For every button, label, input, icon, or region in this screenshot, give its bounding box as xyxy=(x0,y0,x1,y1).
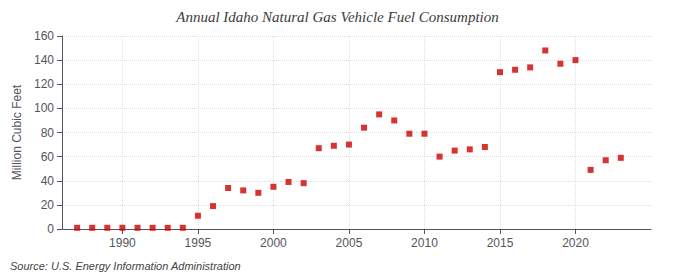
svg-text:2010: 2010 xyxy=(411,236,438,250)
svg-text:140: 140 xyxy=(34,53,54,67)
svg-text:100: 100 xyxy=(34,101,54,115)
svg-text:1995: 1995 xyxy=(185,236,212,250)
svg-text:Source: U.S. Energy Informatio: Source: U.S. Energy Information Administ… xyxy=(10,260,241,272)
svg-text:Million Cubic Feet: Million Cubic Feet xyxy=(10,84,24,180)
svg-text:2005: 2005 xyxy=(336,236,363,250)
svg-text:60: 60 xyxy=(41,150,55,164)
svg-text:Annual Idaho Natural Gas Vehic: Annual Idaho Natural Gas Vehicle Fuel Co… xyxy=(175,9,498,25)
svg-text:160: 160 xyxy=(34,29,54,43)
svg-text:1990: 1990 xyxy=(109,236,136,250)
svg-text:2020: 2020 xyxy=(562,236,589,250)
svg-text:40: 40 xyxy=(41,174,55,188)
svg-text:2015: 2015 xyxy=(487,236,514,250)
svg-text:120: 120 xyxy=(34,77,54,91)
svg-text:20: 20 xyxy=(41,198,55,212)
svg-text:80: 80 xyxy=(41,126,55,140)
svg-text:2000: 2000 xyxy=(260,236,287,250)
svg-text:0: 0 xyxy=(47,222,54,236)
